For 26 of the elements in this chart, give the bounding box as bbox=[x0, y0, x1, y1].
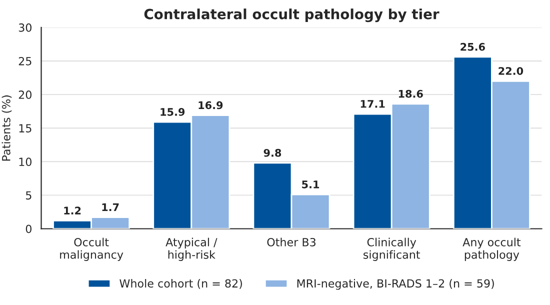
data-label: 5.1 bbox=[302, 180, 320, 188]
data-label: 22.0 bbox=[498, 67, 524, 75]
y-tick-label: 5 bbox=[26, 191, 32, 200]
legend-label: Whole cohort (n = 82) bbox=[120, 279, 242, 289]
y-tick-label: 0 bbox=[26, 224, 32, 234]
x-tick-label: Any occult pathology bbox=[462, 238, 521, 261]
x-tick-label: Occult malignancy bbox=[60, 238, 124, 261]
x-tick-label: Clinically significant bbox=[364, 238, 420, 261]
y-tick-label: 25 bbox=[18, 56, 32, 66]
x-tick-label: Other B3 bbox=[267, 238, 316, 246]
y-tick-label: 10 bbox=[19, 158, 32, 166]
y-axis-title: Patients (%) bbox=[2, 95, 12, 161]
y-tick-label: 15 bbox=[19, 124, 32, 132]
legend-label: MRI-negative, BI-RADS 1–2 (n = 59) bbox=[297, 279, 494, 290]
y-tick-label: 30 bbox=[18, 23, 32, 32]
data-label: 1.7 bbox=[102, 203, 119, 212]
data-label: 9.8 bbox=[264, 148, 282, 157]
data-label: 1.2 bbox=[64, 206, 81, 214]
data-label: 16.9 bbox=[198, 101, 223, 110]
data-label: 17.1 bbox=[360, 100, 385, 108]
y-tick-label: 20 bbox=[18, 90, 32, 99]
data-label: 15.9 bbox=[160, 108, 185, 116]
data-label: 25.6 bbox=[460, 42, 485, 51]
x-tick-label: Atypical / high-risk bbox=[166, 238, 218, 261]
data-label: 18.6 bbox=[398, 90, 423, 98]
chart-title: Contralateral occult pathology by tier bbox=[144, 8, 440, 22]
